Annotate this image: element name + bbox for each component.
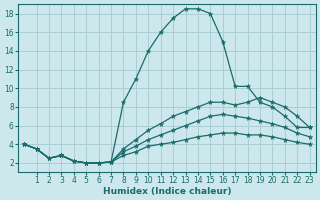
X-axis label: Humidex (Indice chaleur): Humidex (Indice chaleur) [103, 187, 231, 196]
